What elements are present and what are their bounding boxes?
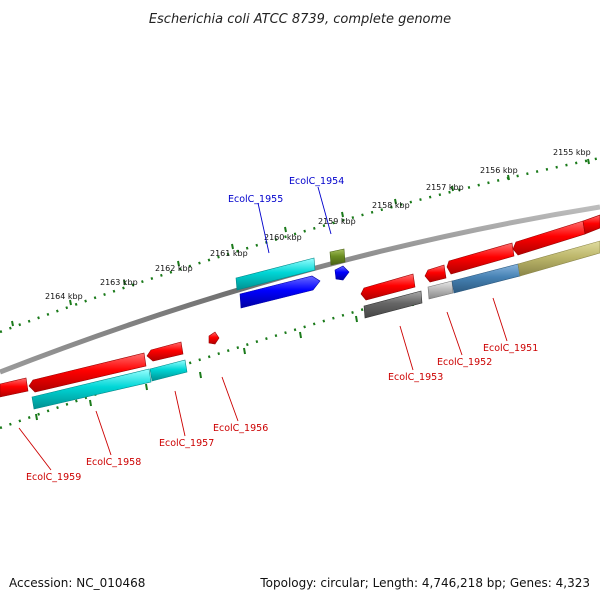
gene-red-right-5[interactable] (360, 273, 416, 301)
gene-ecolc-1955-cyan[interactable] (235, 257, 316, 291)
leader-lines (18, 186, 508, 471)
label-ecolc-1954[interactable]: EcolC_1954 (289, 176, 344, 187)
tick-label-2157: 2157 kbp (426, 183, 464, 192)
accession-prefix: Accession: (9, 576, 73, 590)
topology-info: Topology: circular; Length: 4,746,218 bp… (260, 576, 590, 590)
scale-tick-labels: 2155 kbp 2156 kbp 2157 kbp 2158 kbp 2159… (45, 148, 591, 301)
gene-red-right-1[interactable] (512, 220, 586, 256)
tick-mark (341, 211, 344, 218)
label-ecolc-1956[interactable]: EcolC_1956 (213, 423, 268, 434)
label-ecolc-1953[interactable]: EcolC_1953 (388, 372, 443, 383)
scale-major-ticks (11, 158, 590, 327)
tick-label-2158: 2158 kbp (372, 201, 410, 210)
tick-label-2159: 2159 kbp (318, 217, 356, 226)
tick-mark (145, 383, 148, 391)
gene-ecolc-1951[interactable] (517, 240, 600, 277)
gene-ecolc-1953[interactable] (363, 290, 423, 319)
leader-ecolc-1958 (95, 410, 112, 456)
gene-red-left-2[interactable] (146, 341, 184, 362)
gene-red-left-1[interactable] (28, 352, 147, 393)
tick-mark (355, 315, 358, 323)
tick-mark (394, 198, 397, 205)
leader-ecolc-1957 (174, 390, 186, 437)
label-ecolc-1957[interactable]: EcolC_1957 (159, 438, 214, 449)
leader-ecolc-1953 (399, 325, 414, 371)
accession-info: Accession: NC_010468 (9, 576, 145, 590)
tick-label-2163: 2163 kbp (100, 278, 138, 287)
map-title: Escherichia coli ATCC 8739, complete gen… (149, 12, 451, 27)
leader-ecolc-1954 (317, 186, 332, 235)
gene-ecolc-1958[interactable] (31, 368, 152, 410)
tick-mark (177, 260, 180, 267)
tick-mark (69, 299, 72, 306)
leader-ecolc-1951 (492, 297, 508, 342)
tick-mark (35, 413, 38, 421)
tick-mark (123, 279, 126, 286)
gene-ecolc-1954-blue[interactable] (334, 265, 350, 281)
tick-label-2160: 2160 kbp (264, 233, 302, 242)
gene-ecolc-1952[interactable] (427, 280, 454, 300)
leader-ecolc-1956 (221, 376, 239, 422)
gene-ecolc-1957[interactable] (149, 359, 188, 382)
tick-label-2164: 2164 kbp (45, 292, 83, 301)
tick-mark (451, 185, 454, 192)
gene-red-right-2[interactable] (582, 214, 600, 235)
gene-red-right-3[interactable] (446, 242, 515, 275)
tick-mark (507, 174, 510, 181)
label-ecolc-1951[interactable]: EcolC_1951 (483, 343, 538, 354)
tick-mark (11, 320, 14, 327)
gene-ecolc-1954-olive[interactable] (329, 248, 346, 266)
tick-mark (199, 371, 202, 379)
label-ecolc-1952[interactable]: EcolC_1952 (437, 357, 492, 368)
tick-label-2162: 2162 kbp (155, 264, 193, 273)
leader-ecolc-1959 (18, 427, 52, 471)
label-ecolc-1958[interactable]: EcolC_1958 (86, 457, 141, 468)
leader-ecolc-1952 (446, 311, 463, 356)
tick-mark (284, 226, 287, 233)
gene-labels: EcolC_1955 EcolC_1954 EcolC_1959 EcolC_1… (26, 176, 538, 483)
gene-red-right-4[interactable] (424, 264, 447, 283)
accession-value: NC_010468 (76, 576, 146, 590)
tick-mark (231, 243, 234, 250)
tick-mark (587, 158, 590, 165)
tick-label-2161: 2161 kbp (210, 249, 248, 258)
label-ecolc-1959[interactable]: EcolC_1959 (26, 472, 81, 483)
tick-mark (89, 399, 92, 407)
gene-red-left-3[interactable] (0, 377, 29, 398)
label-ecolc-1955[interactable]: EcolC_1955 (228, 194, 283, 205)
tick-label-2156: 2156 kbp (480, 166, 518, 175)
leader-ecolc-1955 (257, 202, 270, 254)
tick-label-2155: 2155 kbp (553, 148, 591, 157)
gene-ecolc-1955-blue[interactable] (239, 275, 321, 309)
gene-ecolc-1956[interactable] (208, 331, 220, 345)
tick-mark (299, 331, 302, 339)
tick-mark (243, 347, 246, 355)
